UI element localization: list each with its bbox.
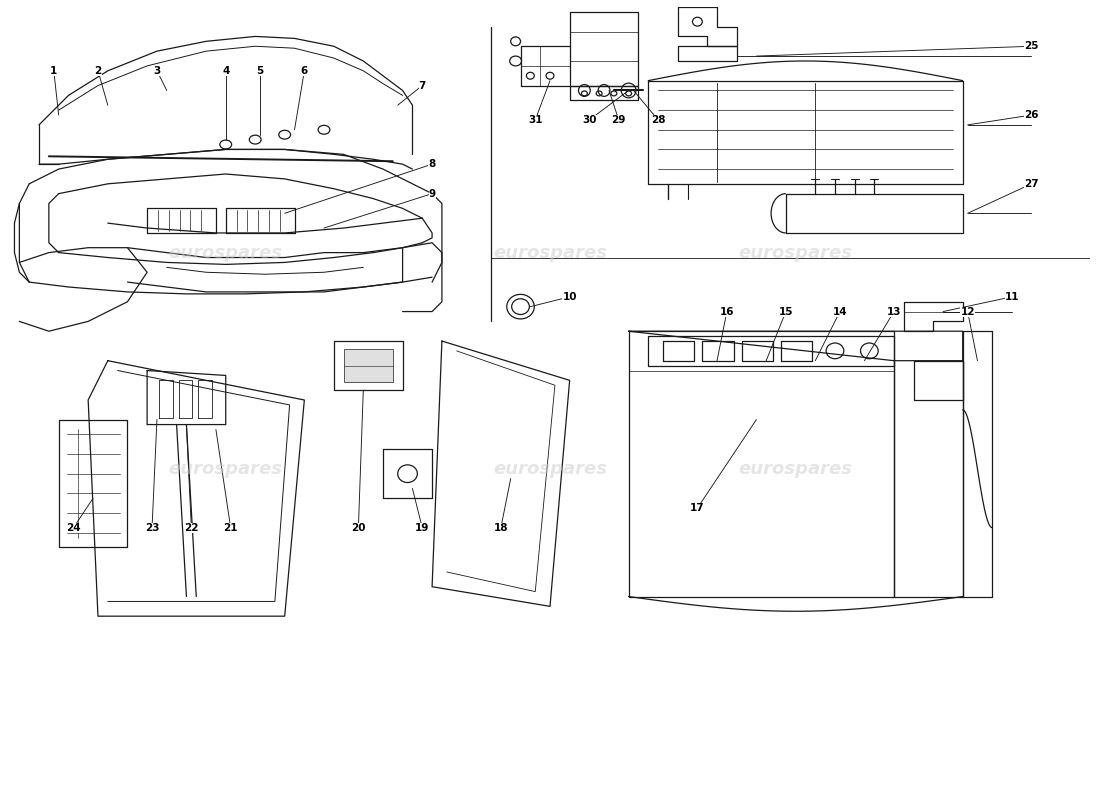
Text: 24: 24 <box>66 522 80 533</box>
Text: 10: 10 <box>562 292 576 302</box>
Text: 13: 13 <box>887 306 901 317</box>
Text: 18: 18 <box>494 522 508 533</box>
Text: 23: 23 <box>145 522 160 533</box>
Text: eurospares: eurospares <box>739 460 852 478</box>
Text: 28: 28 <box>651 115 666 125</box>
Text: eurospares: eurospares <box>493 460 607 478</box>
Text: eurospares: eurospares <box>493 244 607 262</box>
Text: 21: 21 <box>223 522 238 533</box>
Text: 14: 14 <box>833 306 847 317</box>
Text: 25: 25 <box>1024 42 1038 51</box>
Text: 31: 31 <box>528 115 542 125</box>
Text: eurospares: eurospares <box>168 460 283 478</box>
Text: 1: 1 <box>51 66 57 76</box>
Text: 26: 26 <box>1024 110 1038 120</box>
Text: 27: 27 <box>1024 179 1038 189</box>
Text: eurospares: eurospares <box>168 244 283 262</box>
Text: 5: 5 <box>256 66 264 76</box>
Text: eurospares: eurospares <box>739 244 852 262</box>
Text: 12: 12 <box>960 306 975 317</box>
Text: 9: 9 <box>429 189 436 198</box>
Polygon shape <box>343 349 393 382</box>
Text: 29: 29 <box>612 115 626 125</box>
Text: 7: 7 <box>419 81 426 90</box>
Text: 20: 20 <box>351 522 365 533</box>
Text: 15: 15 <box>779 306 793 317</box>
Text: 22: 22 <box>184 522 199 533</box>
Text: 16: 16 <box>719 306 734 317</box>
Text: 19: 19 <box>415 522 429 533</box>
Text: 6: 6 <box>300 66 308 76</box>
Text: 30: 30 <box>582 115 596 125</box>
Text: 2: 2 <box>95 66 101 76</box>
Text: 4: 4 <box>222 66 230 76</box>
Text: 17: 17 <box>690 503 705 513</box>
Text: 11: 11 <box>1004 292 1019 302</box>
Text: 3: 3 <box>153 66 161 76</box>
Text: 8: 8 <box>429 159 436 169</box>
